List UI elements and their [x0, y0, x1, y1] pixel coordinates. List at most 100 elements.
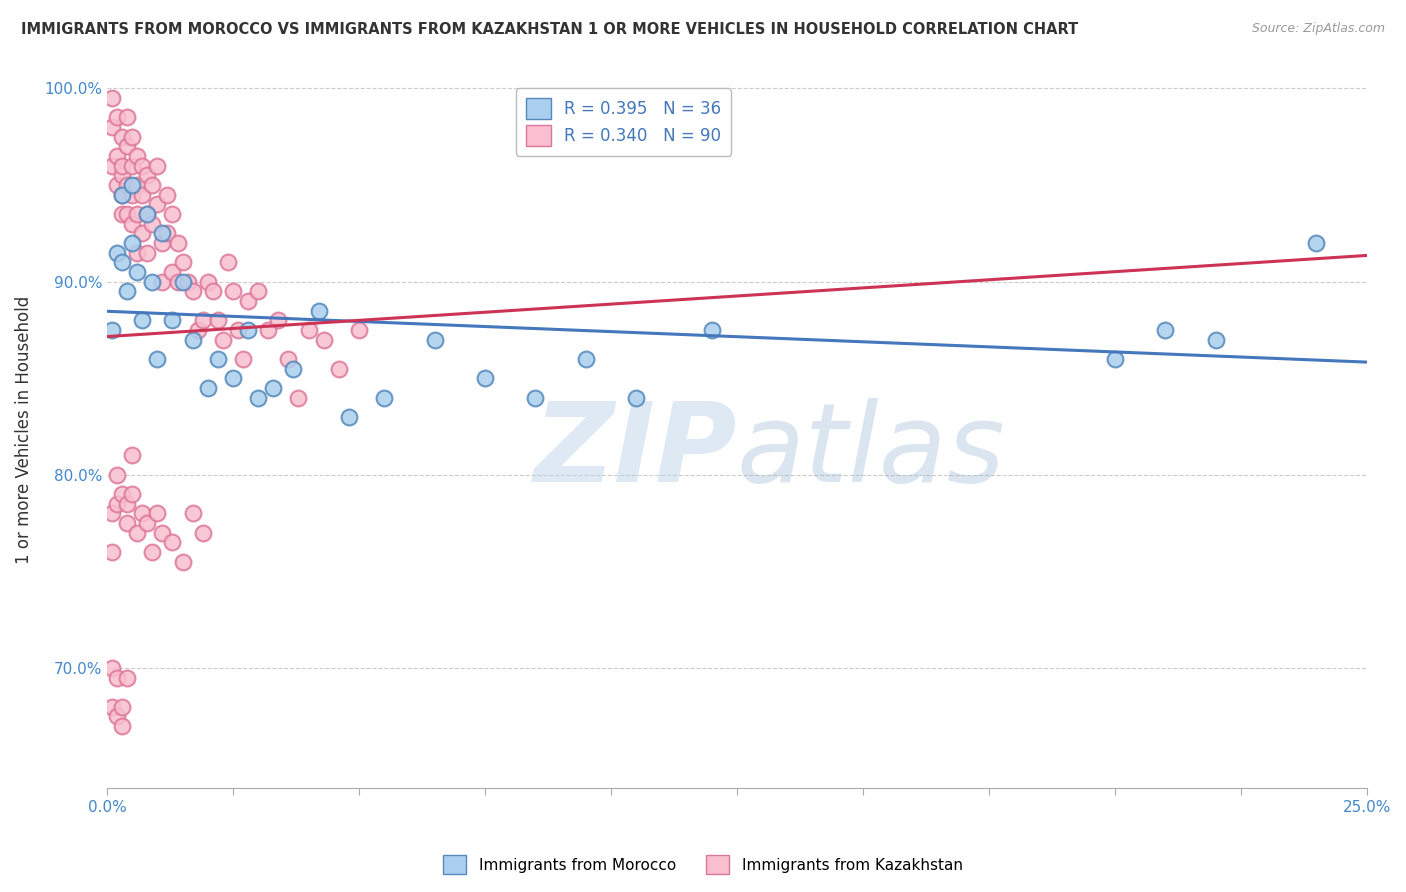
Point [141, 178, 163, 192]
Point [146, 351, 169, 366]
Point [236, 323, 259, 337]
Point [201, 285, 224, 299]
Point [257, 323, 280, 337]
Point [191, 525, 214, 540]
Point [236, 293, 259, 308]
Point [474, 371, 496, 385]
Point [101, 661, 124, 675]
Point [101, 159, 124, 173]
Point [197, 381, 219, 395]
Point [127, 245, 149, 260]
Point [131, 507, 153, 521]
Point [524, 391, 547, 405]
Point [111, 187, 134, 202]
Point [111, 719, 134, 733]
Point [181, 333, 204, 347]
Point [1305, 235, 1327, 250]
Point [287, 391, 309, 405]
Point [121, 159, 143, 173]
Point [127, 149, 149, 163]
Point [141, 275, 163, 289]
Point [121, 449, 143, 463]
Point [156, 187, 179, 202]
Point [423, 333, 446, 347]
Point [152, 525, 174, 540]
Point [101, 323, 124, 337]
Point [131, 159, 153, 173]
Point [152, 235, 174, 250]
Point [181, 285, 204, 299]
Point [101, 699, 124, 714]
Point [197, 275, 219, 289]
Point [152, 275, 174, 289]
Text: ZIP: ZIP [533, 399, 737, 505]
Point [111, 129, 134, 144]
Point [105, 245, 128, 260]
Point [101, 545, 124, 559]
Point [187, 323, 209, 337]
Point [136, 245, 159, 260]
Point [347, 323, 370, 337]
Point [105, 178, 128, 192]
Point [156, 227, 179, 241]
Point [131, 187, 153, 202]
Point [217, 255, 239, 269]
Point [105, 111, 128, 125]
Text: atlas: atlas [737, 399, 1005, 505]
Point [131, 313, 153, 327]
Point [115, 178, 138, 192]
Point [115, 497, 138, 511]
Point [212, 333, 235, 347]
Point [162, 535, 184, 549]
Point [162, 313, 184, 327]
Point [226, 323, 249, 337]
Point [575, 351, 598, 366]
Point [127, 525, 149, 540]
Point [222, 371, 245, 385]
Legend: Immigrants from Morocco, Immigrants from Kazakhstan: Immigrants from Morocco, Immigrants from… [437, 849, 969, 880]
Point [121, 235, 143, 250]
Point [162, 265, 184, 279]
Point [624, 391, 647, 405]
Point [127, 178, 149, 192]
Point [172, 255, 194, 269]
Point [115, 516, 138, 530]
Point [232, 351, 254, 366]
Text: Source: ZipAtlas.com: Source: ZipAtlas.com [1251, 22, 1385, 36]
Point [121, 129, 143, 144]
Point [262, 381, 284, 395]
Point [141, 545, 163, 559]
Point [115, 139, 138, 153]
Point [222, 285, 245, 299]
Point [1205, 333, 1227, 347]
Point [176, 275, 198, 289]
Point [101, 91, 124, 105]
Point [111, 699, 134, 714]
Point [1104, 351, 1126, 366]
Point [136, 207, 159, 221]
Legend: R = 0.395   N = 36, R = 0.340   N = 90: R = 0.395 N = 36, R = 0.340 N = 90 [516, 88, 731, 156]
Point [111, 159, 134, 173]
Point [105, 497, 128, 511]
Point [101, 507, 124, 521]
Point [115, 671, 138, 685]
Point [111, 255, 134, 269]
Point [700, 323, 723, 337]
Point [141, 217, 163, 231]
Point [121, 487, 143, 501]
Point [312, 333, 335, 347]
Point [207, 313, 229, 327]
Point [267, 313, 290, 327]
Y-axis label: 1 or more Vehicles in Household: 1 or more Vehicles in Household [15, 296, 32, 565]
Point [136, 207, 159, 221]
Point [207, 351, 229, 366]
Point [1154, 323, 1177, 337]
Point [105, 671, 128, 685]
Point [136, 516, 159, 530]
Point [337, 409, 360, 424]
Point [121, 187, 143, 202]
Point [162, 207, 184, 221]
Point [115, 207, 138, 221]
Point [166, 275, 188, 289]
Point [247, 285, 270, 299]
